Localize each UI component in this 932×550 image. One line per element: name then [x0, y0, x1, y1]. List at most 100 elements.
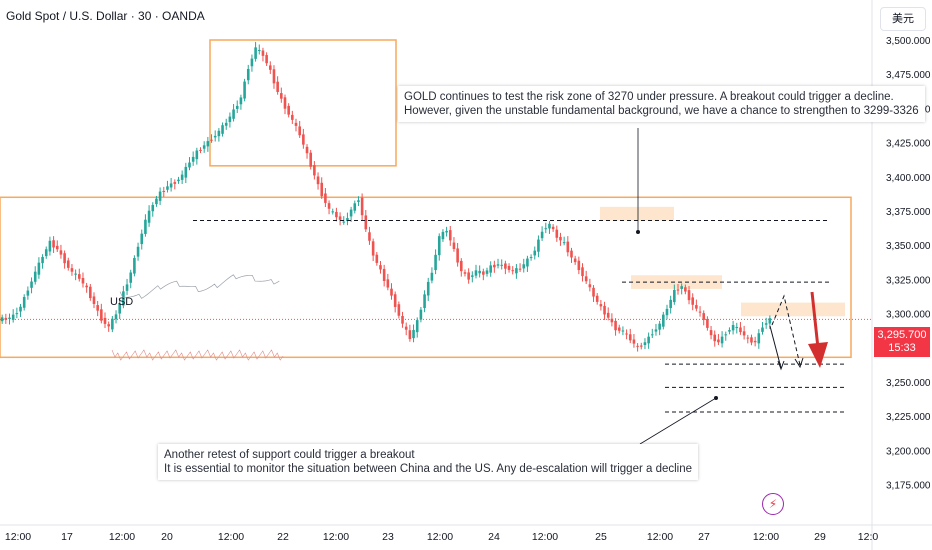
candle-body — [136, 246, 140, 257]
candle-body — [507, 265, 511, 270]
zones — [0, 39, 852, 359]
candle-body — [573, 258, 577, 263]
candle-body — [595, 295, 599, 302]
x-tick-label: 24 — [488, 531, 500, 543]
candle-body — [412, 329, 415, 339]
candle-body — [4, 317, 8, 320]
candle-body — [8, 317, 11, 320]
candle-body — [397, 304, 401, 316]
candle-body — [478, 270, 481, 274]
candle-body — [103, 317, 107, 324]
projection-dashed — [771, 294, 801, 366]
candle-body — [570, 250, 573, 258]
candle-body — [533, 250, 537, 256]
candle-body — [77, 274, 81, 279]
candle-body — [346, 218, 349, 222]
currency-button[interactable]: 美元 — [880, 7, 926, 31]
candle-body — [166, 186, 169, 190]
annotation-note-top[interactable]: GOLD continues to test the risk zone of … — [398, 86, 925, 122]
candle-body — [257, 49, 261, 51]
candle-body — [761, 327, 764, 332]
candle-body — [320, 182, 324, 197]
candle-body — [224, 122, 228, 126]
y-tick-label: 3,425.000 — [886, 139, 931, 150]
candle-body — [691, 297, 695, 305]
candle-body — [228, 116, 232, 123]
candle-body — [33, 271, 37, 282]
candle-body — [81, 277, 85, 284]
x-tick-label: 12:00 — [532, 531, 558, 543]
candle-body — [30, 281, 33, 288]
candle-body — [338, 216, 342, 220]
candle-body — [382, 268, 386, 281]
candle-body — [55, 245, 59, 250]
lightning-icon[interactable]: ⚡ — [762, 493, 784, 515]
last-price-value: 3,295.700 — [877, 329, 927, 341]
candle-body — [184, 166, 188, 178]
y-tick-label: 3,300.000 — [886, 310, 931, 321]
candle-body — [272, 69, 276, 84]
candle-body — [581, 267, 584, 277]
x-tick-label: 12:00 — [109, 531, 135, 543]
candle-body — [423, 294, 426, 309]
candle-body — [37, 262, 41, 275]
candle-body — [206, 141, 210, 147]
range-zone — [0, 196, 852, 359]
candle-body — [195, 150, 199, 160]
candle-body — [698, 311, 702, 313]
candle-body — [59, 250, 63, 255]
candle-body — [687, 290, 691, 301]
annotation-note-bottom[interactable]: Another retest of support could trigger … — [158, 444, 699, 480]
projection-dashed-arrowhead — [794, 357, 804, 369]
candle-body — [419, 309, 423, 320]
candle-body — [235, 105, 239, 109]
peak-box — [209, 39, 397, 167]
candle-body — [702, 313, 706, 320]
y-tick-label: 3,175.000 — [886, 481, 931, 492]
candle-body — [731, 325, 735, 331]
usd-label: USD — [110, 296, 133, 308]
candle-body — [724, 334, 728, 336]
candle-body — [147, 210, 151, 223]
candle-body — [526, 258, 529, 267]
candle-body — [357, 200, 360, 202]
candle-body — [129, 272, 133, 283]
candle-body — [202, 145, 206, 149]
x-tick-label: 12:00 — [323, 531, 349, 543]
candle-body — [764, 323, 768, 325]
candle-body — [133, 258, 136, 274]
supply-zone — [600, 206, 674, 221]
candle-body — [592, 287, 595, 297]
y-tick-label: 3,500.000 — [886, 36, 931, 47]
candle-body — [584, 276, 588, 282]
candle-body — [617, 327, 621, 331]
candle-body — [537, 239, 540, 252]
candle-body — [485, 270, 489, 274]
candle-body — [173, 182, 177, 184]
x-tick-label: 12:00 — [218, 531, 244, 543]
last-price-tag: 3,295.700 15:33 — [874, 327, 930, 357]
projection-arrowhead — [777, 360, 785, 371]
candle-body — [217, 130, 221, 137]
symbol-title[interactable]: Gold Spot / U.S. Dollar · 30 · OANDA — [6, 9, 205, 23]
candle-body — [335, 211, 338, 218]
levels — [0, 128, 872, 445]
candle-body — [540, 231, 544, 239]
candle-body — [291, 114, 294, 120]
candle-body — [375, 254, 379, 263]
candle-body — [70, 268, 74, 272]
candle-body — [625, 333, 628, 335]
candle-body — [261, 50, 265, 56]
x-tick-label: 12:00 — [753, 531, 779, 543]
candle-body — [673, 290, 676, 303]
candle-body — [74, 273, 77, 275]
candle-body — [92, 296, 96, 304]
candle-body — [614, 320, 617, 331]
candle-body — [393, 294, 397, 307]
candle-body — [636, 345, 639, 347]
y-tick-label: 3,475.000 — [886, 70, 931, 81]
candle-body — [158, 191, 162, 201]
candle-body — [390, 288, 393, 296]
supply-zone — [741, 302, 845, 317]
candle-body — [327, 203, 331, 209]
